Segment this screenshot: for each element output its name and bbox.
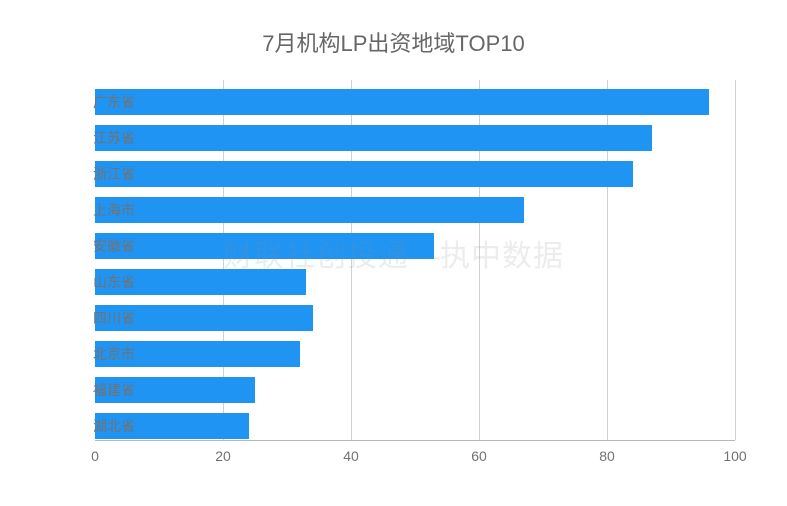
x-axis-line (95, 440, 735, 441)
bar-row (95, 413, 735, 439)
x-axis-tick-label: 0 (75, 448, 115, 464)
bar (95, 161, 633, 187)
bar-row (95, 89, 735, 115)
x-axis-tick-label: 80 (587, 448, 627, 464)
x-axis-tick-label: 100 (715, 448, 755, 464)
x-axis-tick-label: 40 (331, 448, 371, 464)
y-axis-label: 湖北省 (55, 413, 135, 439)
bars-layer (95, 80, 735, 440)
bar-row (95, 305, 735, 331)
bar-row (95, 197, 735, 223)
chart-title: 7月机构LP出资地域TOP10 (0, 0, 787, 68)
x-axis-tick-label: 20 (203, 448, 243, 464)
plot-area (95, 80, 735, 440)
y-axis-label: 江苏省 (55, 125, 135, 151)
y-axis-label: 北京市 (55, 341, 135, 367)
y-axis-label: 山东省 (55, 269, 135, 295)
chart-container: 7月机构LP出资地域TOP10 财联社创投通—执中数据 广东省江苏省浙江省上海市… (0, 0, 787, 506)
bar (95, 89, 709, 115)
y-axis-label: 广东省 (55, 89, 135, 115)
bar-row (95, 341, 735, 367)
x-axis-tick-label: 60 (459, 448, 499, 464)
bar (95, 197, 524, 223)
y-axis-label: 浙江省 (55, 161, 135, 187)
y-axis-label: 福建省 (55, 377, 135, 403)
bar-row (95, 269, 735, 295)
bar (95, 233, 434, 259)
bar (95, 125, 652, 151)
y-axis-label: 安徽省 (55, 233, 135, 259)
y-axis-label: 上海市 (55, 197, 135, 223)
bar-row (95, 161, 735, 187)
bar-row (95, 377, 735, 403)
bar-row (95, 233, 735, 259)
bar-row (95, 125, 735, 151)
y-axis-label: 四川省 (55, 305, 135, 331)
gridline (735, 80, 736, 440)
